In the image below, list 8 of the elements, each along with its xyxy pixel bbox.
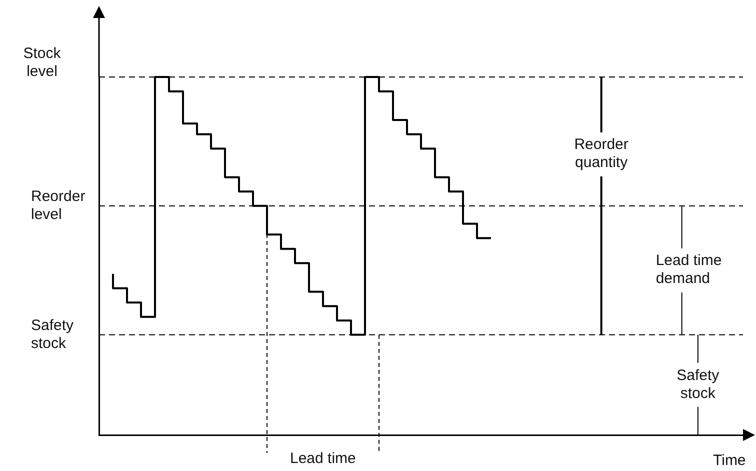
ref-line-label: Reorder level (31, 188, 86, 224)
annotation: Lead time demand (656, 252, 723, 288)
text: Lead time (290, 450, 356, 468)
x-axis-title: Time (713, 452, 746, 470)
y-axis-title: Stock level (22, 45, 62, 81)
annotation: Safety stock (676, 366, 720, 403)
ref-line-label: Safety stock (31, 316, 75, 353)
annotation: Reorder quantity (573, 136, 630, 172)
